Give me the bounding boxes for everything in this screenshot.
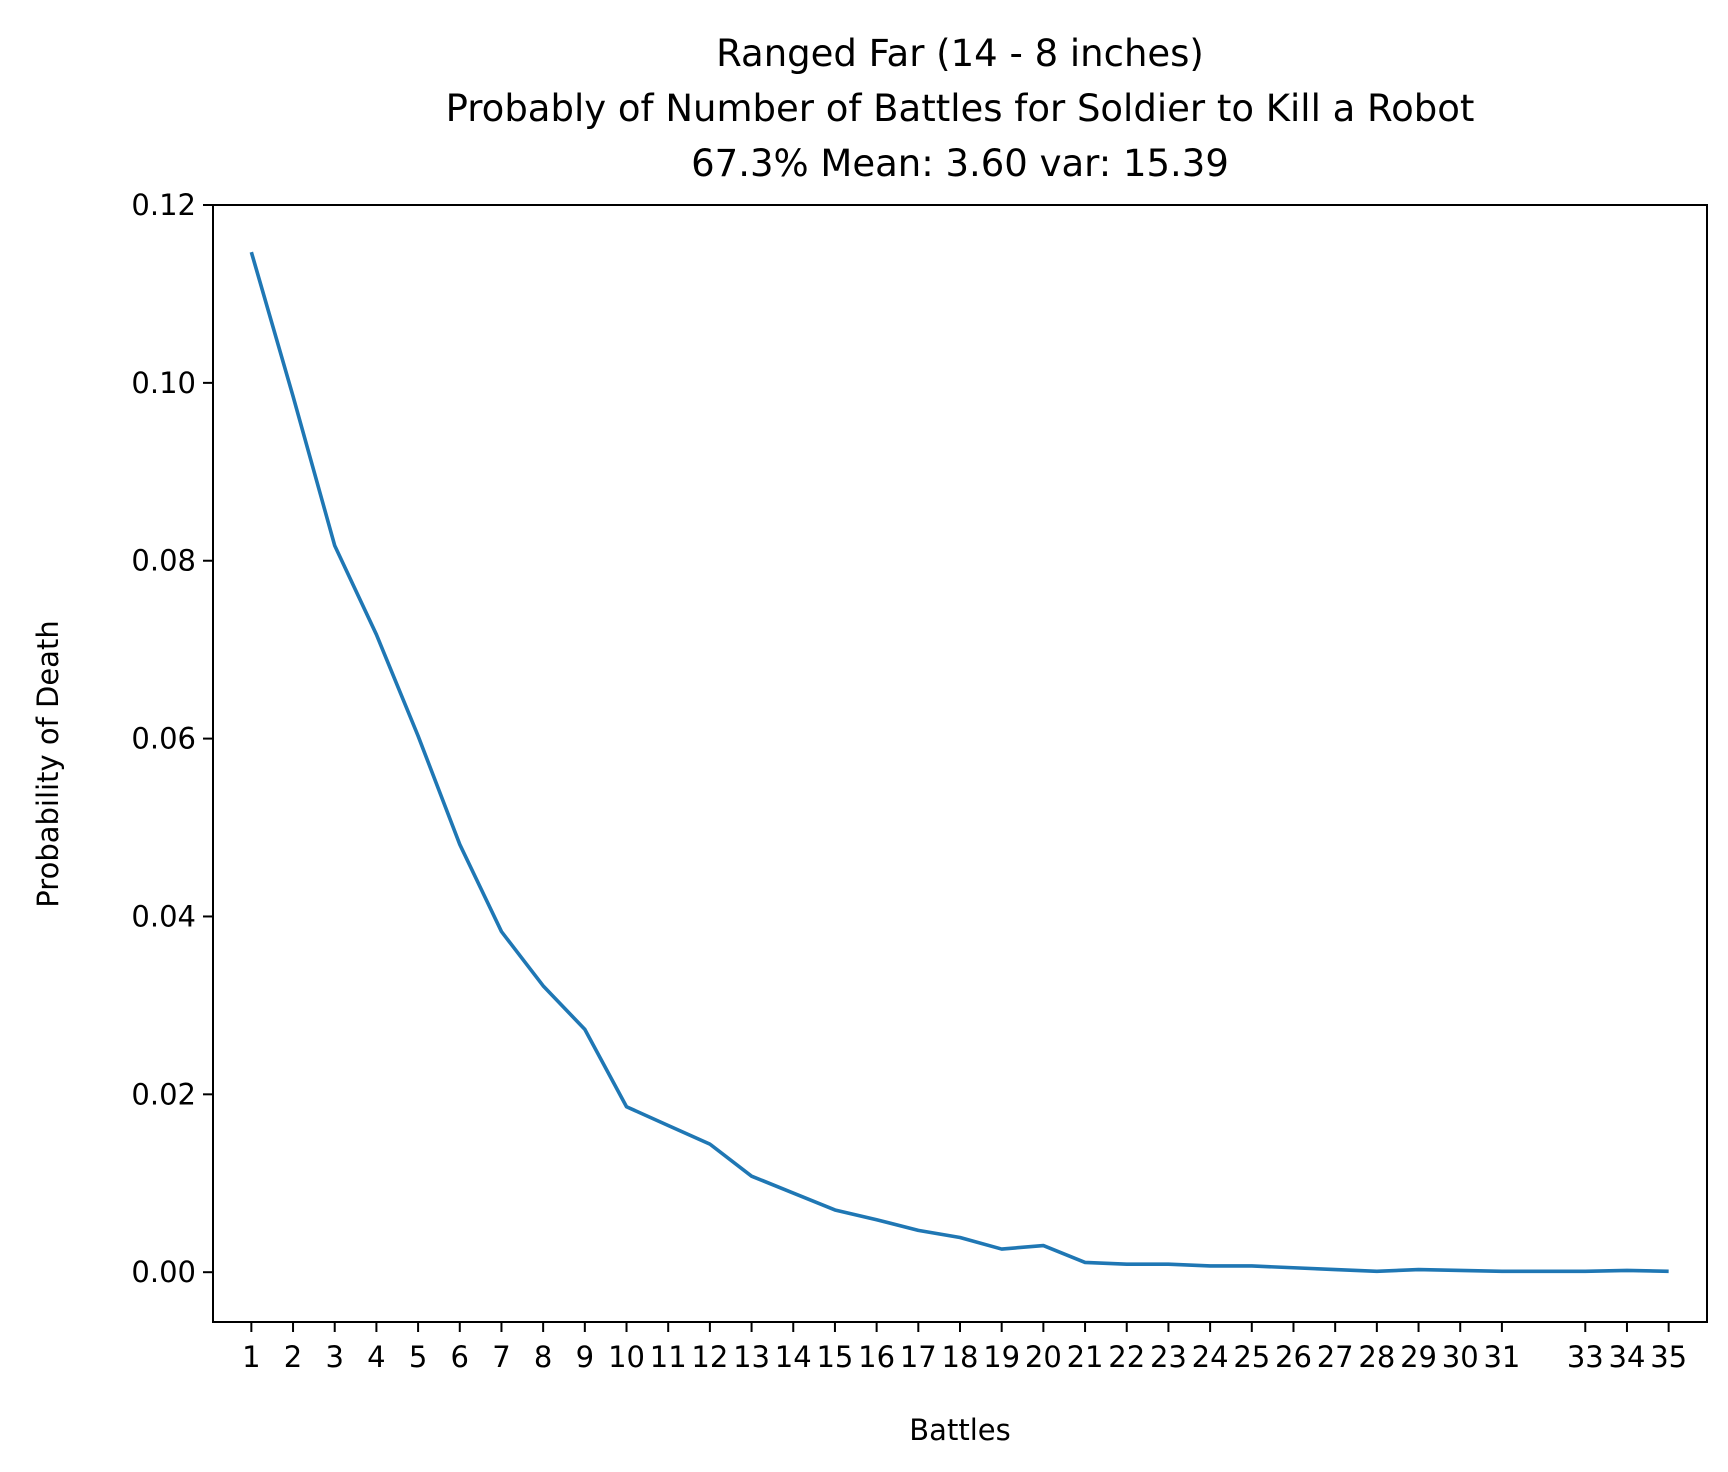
- y-tick-label: 0.10: [131, 366, 196, 400]
- y-tick-label: 0.02: [131, 1077, 196, 1111]
- series-line: [249, 251, 1669, 1274]
- x-tick-label: 5: [409, 1340, 427, 1374]
- x-tick-label: 3: [325, 1340, 343, 1374]
- x-tick-label: 20: [1025, 1340, 1062, 1374]
- x-tick-label: 4: [367, 1340, 385, 1374]
- x-tick-label: 24: [1192, 1340, 1229, 1374]
- y-tick-label: 0.08: [131, 544, 196, 578]
- x-tick-label: 15: [816, 1340, 853, 1374]
- axes-frame: [212, 204, 1708, 1323]
- x-tick-label: 12: [691, 1340, 728, 1374]
- x-tick-label: 2: [284, 1340, 302, 1374]
- x-tick-label: 9: [576, 1340, 594, 1374]
- plot-area: [249, 251, 1669, 1274]
- x-tick-label: 19: [983, 1340, 1020, 1374]
- x-tick-label: 18: [942, 1340, 979, 1374]
- x-axis-ticks: 1 2 3 4 5 6 7 8 9 10 11 12 13 14 15 16 17 18 19 20 21 22 23 24 2…: [242, 1322, 1687, 1374]
- x-tick-label: 27: [1317, 1340, 1354, 1374]
- x-tick-label: 14: [775, 1340, 812, 1374]
- x-tick-label: 7: [492, 1340, 510, 1374]
- y-tick-label: 0.04: [131, 899, 196, 933]
- x-tick-label: 33: [1567, 1340, 1604, 1374]
- y-tick-label: 0.06: [131, 722, 196, 756]
- x-tick-label: 6: [451, 1340, 469, 1374]
- chart-title: Ranged Far (14 - 8 inches) Probably of N…: [446, 32, 1475, 185]
- x-tick-label: 13: [733, 1340, 770, 1374]
- x-tick-label: 25: [1233, 1340, 1270, 1374]
- x-tick-label: 21: [1067, 1340, 1104, 1374]
- x-tick-label: 30: [1442, 1340, 1479, 1374]
- x-tick-label: 23: [1150, 1340, 1187, 1374]
- x-tick-label: 11: [650, 1340, 687, 1374]
- x-tick-label: 26: [1275, 1340, 1312, 1374]
- x-tick-label: 10: [608, 1340, 645, 1374]
- title-line-3: 67.3% Mean: 3.60 var: 15.39: [691, 142, 1229, 185]
- title-line-2: Probably of Number of Battles for Soldie…: [446, 87, 1475, 130]
- x-tick-label: 1: [242, 1340, 260, 1374]
- y-tick-label: 0.12: [131, 188, 196, 222]
- x-tick-label: 31: [1483, 1340, 1520, 1374]
- x-tick-label: 8: [534, 1340, 552, 1374]
- title-line-1: Ranged Far (14 - 8 inches): [716, 32, 1204, 75]
- x-tick-label: 28: [1358, 1340, 1395, 1374]
- x-tick-label: 16: [858, 1340, 895, 1374]
- x-tick-label: 17: [900, 1340, 937, 1374]
- y-axis-ticks: 0.00 0.02 0.04 0.06 0.08 0.10 0.12: [131, 188, 213, 1289]
- x-tick-label: 29: [1400, 1340, 1437, 1374]
- x-tick-label: 22: [1108, 1340, 1145, 1374]
- y-axis-label: Probability of Death: [31, 620, 65, 907]
- y-tick-label: 0.00: [131, 1255, 196, 1289]
- x-axis-label: Battles: [909, 1413, 1010, 1447]
- x-tick-label: 34: [1609, 1340, 1646, 1374]
- x-tick-label: 35: [1650, 1340, 1687, 1374]
